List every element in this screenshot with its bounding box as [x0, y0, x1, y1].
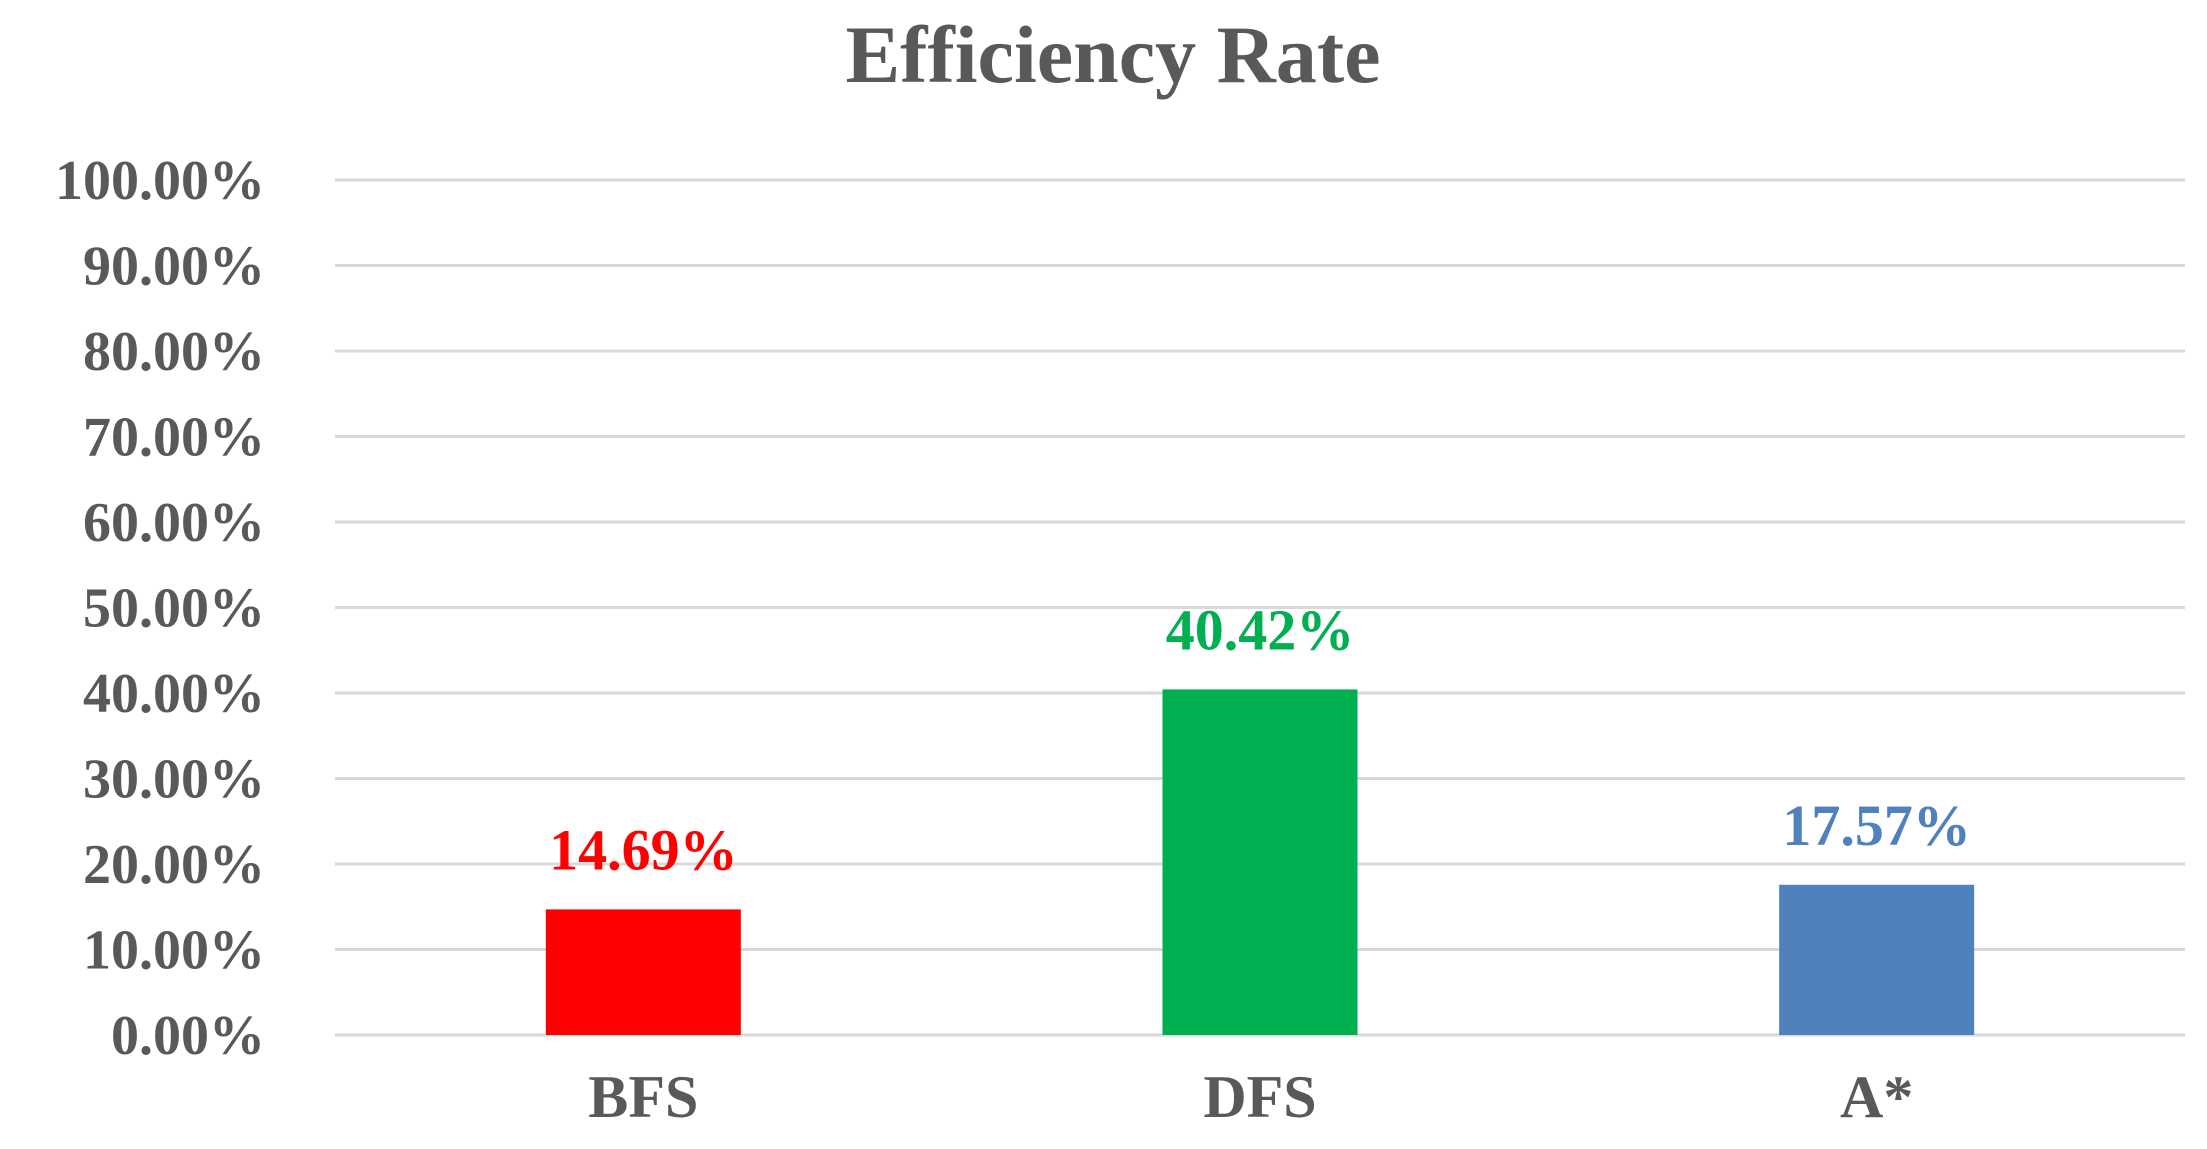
data-label: 40.42%	[1166, 597, 1355, 662]
y-tick-label: 100.00%	[55, 150, 265, 212]
y-tick-label: 40.00%	[83, 663, 265, 725]
data-labels: 14.69% 40.42% 17.57%	[549, 597, 1971, 882]
chart-title: Efficiency Rate	[845, 9, 1380, 100]
data-label: 17.57%	[1782, 793, 1971, 858]
y-tick-label: 20.00%	[83, 834, 265, 896]
bars	[545, 689, 1975, 1035]
y-tick-label: 60.00%	[83, 492, 265, 554]
x-category-label: DFS	[1203, 1064, 1316, 1130]
x-category-label: A*	[1840, 1064, 1913, 1130]
data-label: 14.69%	[549, 817, 738, 882]
x-axis-category-labels: BFS DFS A*	[588, 1064, 1913, 1130]
y-tick-label: 50.00%	[83, 578, 265, 640]
y-tick-label: 10.00%	[83, 920, 265, 982]
y-tick-label: 70.00%	[83, 407, 265, 469]
y-tick-label: 90.00%	[83, 236, 265, 298]
y-tick-label: 0.00%	[111, 1005, 265, 1067]
x-category-label: BFS	[588, 1064, 698, 1130]
y-tick-label: 30.00%	[83, 749, 265, 811]
bar-dfs	[1162, 689, 1358, 1035]
y-tick-label: 80.00%	[83, 321, 265, 383]
bar-astar	[1779, 884, 1975, 1035]
y-axis-tick-labels: 0.00% 10.00% 20.00% 30.00% 40.00% 50.00% 60.00…	[55, 150, 265, 1067]
bar-bfs	[545, 909, 741, 1035]
